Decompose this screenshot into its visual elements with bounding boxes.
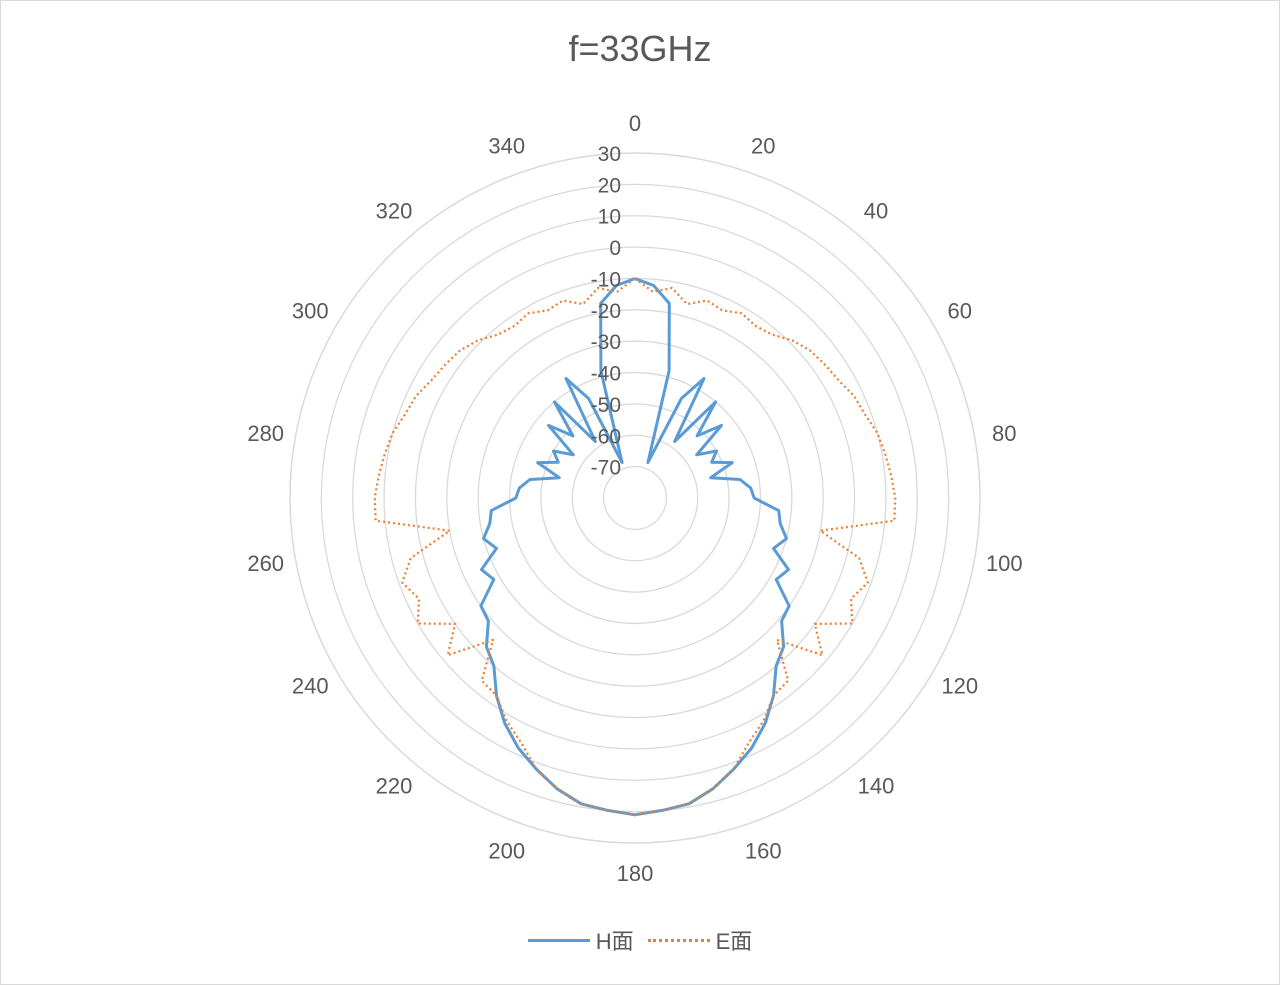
radial-tick-label: -20 <box>591 300 621 323</box>
radial-tick-label: 20 <box>598 174 621 197</box>
radial-tick-label: -50 <box>591 394 621 417</box>
angle-tick-label: 60 <box>948 299 972 324</box>
legend-item-e: E面 <box>647 924 753 956</box>
legend-item-h: H面 <box>527 924 634 956</box>
grid-circle-10 <box>602 465 668 531</box>
grid-circle-9 <box>571 434 699 562</box>
chart-title: f=33GHz <box>568 28 712 69</box>
angle-tick-label: 240 <box>292 674 329 699</box>
series-line-h <box>479 277 791 817</box>
radial-tick-label: -60 <box>591 425 621 448</box>
grid-circle-3 <box>383 246 887 750</box>
grid-circle-5 <box>446 309 824 687</box>
angle-tick-label: 200 <box>488 838 525 863</box>
grid-circle-7 <box>508 371 762 625</box>
legend-swatch-h <box>527 938 590 942</box>
radial-tick-label: 10 <box>598 206 621 229</box>
angle-tick-label: 300 <box>292 299 329 324</box>
angle-tick-label: 140 <box>858 773 895 798</box>
angle-tick-label: 340 <box>488 134 525 159</box>
radial-tick-label: -10 <box>591 268 621 291</box>
grid-circle-2 <box>352 215 918 781</box>
angle-tick-label: 40 <box>864 199 888 224</box>
legend-label-e: E面 <box>715 929 753 954</box>
radial-tick-label: -30 <box>591 331 621 354</box>
radial-tick-label: 30 <box>598 143 621 166</box>
grid-circle-8 <box>540 403 730 593</box>
angle-tick-label: 80 <box>992 421 1016 446</box>
series-line-e <box>373 277 897 816</box>
angle-tick-label: 0 <box>629 111 641 136</box>
grid-circle-1 <box>320 183 950 813</box>
angle-tick-label: 20 <box>751 134 775 159</box>
radial-tick-label: -70 <box>591 457 621 480</box>
grid-circle-0 <box>289 152 981 844</box>
radial-tick-label: -40 <box>591 363 621 386</box>
legend-label-h: H面 <box>595 929 634 954</box>
angle-tick-label: 180 <box>617 861 654 886</box>
angle-tick-label: 260 <box>247 551 284 576</box>
angle-tick-label: 220 <box>376 773 413 798</box>
legend-swatch-e <box>647 938 710 942</box>
grid-circle-4 <box>414 277 856 719</box>
angle-tick-label: 280 <box>247 421 284 446</box>
grid-circle-outer <box>289 152 981 844</box>
grid-circle-6 <box>477 340 793 656</box>
angle-tick-label: 320 <box>376 199 413 224</box>
angle-tick-label: 160 <box>745 838 782 863</box>
legend: H面 E面 <box>0 924 1280 956</box>
angle-tick-label: 120 <box>941 674 978 699</box>
angle-tick-label: 100 <box>986 551 1023 576</box>
radial-tick-label: 0 <box>609 237 621 260</box>
